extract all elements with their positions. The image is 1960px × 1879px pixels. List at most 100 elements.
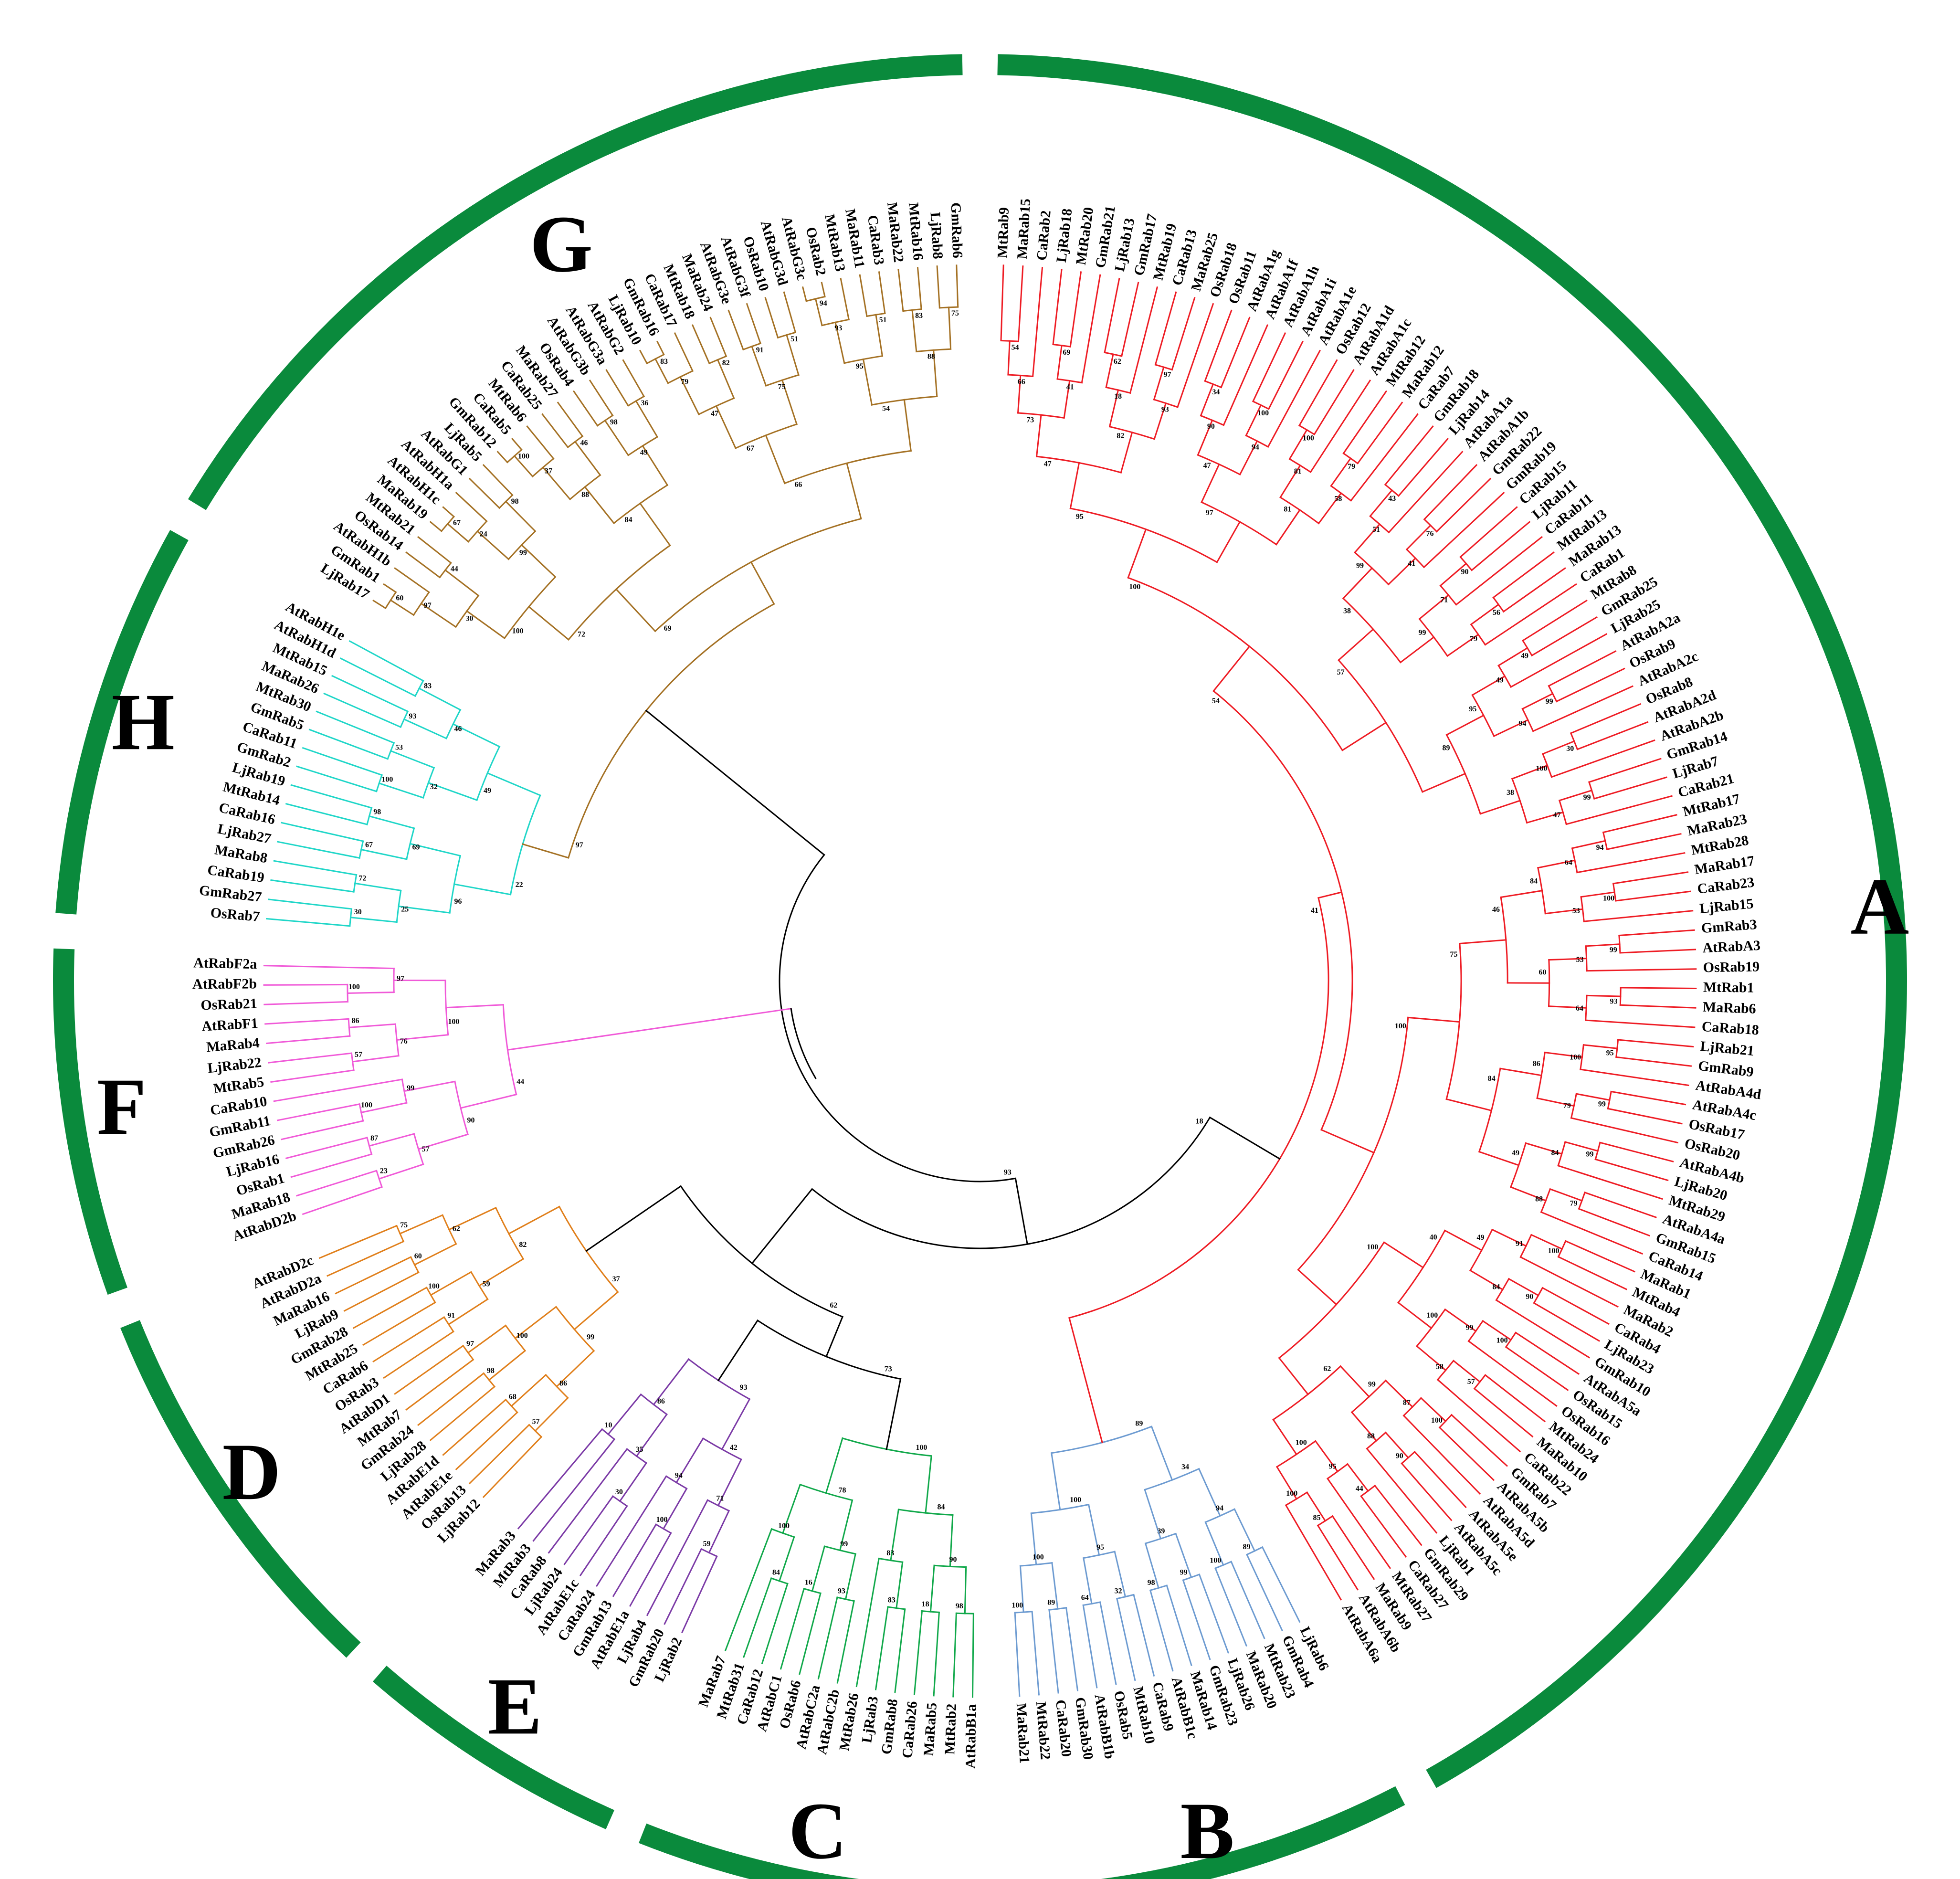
bootstrap-value: 99 <box>1180 1569 1188 1577</box>
bootstrap-value: 73 <box>1026 416 1034 424</box>
bootstrap-value: 99 <box>1356 561 1364 570</box>
branch-segment <box>1619 1004 1697 1009</box>
branch-segment <box>270 1069 355 1083</box>
branch-segment <box>351 1055 400 1063</box>
branch-segment <box>1612 871 1689 885</box>
branch-segment <box>266 918 351 927</box>
clade-band-a <box>997 54 1907 1788</box>
branch-segment <box>1576 721 1649 750</box>
branch-segment <box>1397 1301 1433 1330</box>
branch-segment <box>1444 1229 1483 1251</box>
bootstrap-value: 89 <box>1243 1543 1251 1551</box>
branch-segment <box>1397 438 1449 497</box>
branch-segment <box>1216 521 1241 563</box>
clade-label-d: D <box>222 1427 281 1517</box>
branch-segment <box>799 1592 822 1675</box>
branch-segment <box>1120 282 1139 357</box>
bootstrap-value: 94 <box>1216 1504 1223 1512</box>
branch-segment <box>396 1034 449 1041</box>
bootstrap-value: 100 <box>348 983 360 991</box>
bootstrap-value: 37 <box>612 1275 620 1283</box>
branch-segment <box>801 286 808 302</box>
bootstrap-value: 46 <box>454 725 462 733</box>
leaf-label: GmRab8 <box>878 1698 901 1755</box>
branch-segment <box>894 1608 906 1693</box>
branch-segment <box>1313 369 1355 435</box>
branch-segment <box>541 413 569 448</box>
bootstrap-value: 100 <box>428 1282 440 1290</box>
branch-segment <box>1610 1090 1686 1106</box>
bootstrap-value: 97 <box>1163 371 1171 379</box>
branch-segment <box>354 882 402 892</box>
leaf-label: LjRab22 <box>207 1055 262 1077</box>
branch-segment <box>1233 1508 1256 1552</box>
branch-segment <box>482 1436 543 1498</box>
branch-segment <box>855 1557 880 1688</box>
bootstrap-value: 37 <box>545 467 552 475</box>
bootstrap-value: 43 <box>1388 495 1396 503</box>
bootstrap-value: 100 <box>1303 434 1314 442</box>
branch-segment <box>911 309 917 353</box>
bootstrap-value: 24 <box>480 530 487 538</box>
branch-segment <box>727 309 744 351</box>
branch-segment <box>1584 1192 1657 1218</box>
branch-segment <box>1509 1186 1547 1202</box>
branch-segment <box>859 274 868 317</box>
branch-segment <box>875 314 884 357</box>
branch-segment <box>1153 402 1167 440</box>
bootstrap-value: 75 <box>400 1221 408 1229</box>
branch-segment <box>783 291 797 334</box>
bootstrap-value: 100 <box>1210 1557 1221 1565</box>
branch-segment <box>281 822 364 842</box>
branch-segment <box>302 1186 383 1215</box>
branch-segment <box>717 359 735 400</box>
branch-segment <box>1201 463 1220 503</box>
branch-segment <box>1588 758 1662 783</box>
bootstrap-value: 75 <box>1450 950 1457 959</box>
branch-segment <box>1619 949 1697 954</box>
leaf-label: MaRab21 <box>1013 1703 1033 1764</box>
branch-segment <box>1000 264 1004 341</box>
branch-segment <box>708 1510 730 1554</box>
branch-segment <box>1537 859 1576 869</box>
branch-segment <box>455 492 488 522</box>
branch-segment <box>542 466 571 500</box>
leaf-label: GmRab27 <box>198 882 263 905</box>
branch-segment <box>1499 1067 1542 1077</box>
bootstrap-value: 87 <box>370 1134 378 1142</box>
branch-segment <box>1017 265 1024 342</box>
bootstrap-value: 93 <box>740 1383 748 1392</box>
branch-segment <box>1557 1256 1627 1290</box>
bootstrap-value: 44 <box>516 1078 524 1086</box>
branch-segment <box>478 1258 525 1287</box>
branch-segment <box>1031 1611 1040 1696</box>
branch-segment <box>721 1398 751 1450</box>
branch-segment <box>903 399 912 452</box>
branch-segment <box>394 567 430 593</box>
branch-segment <box>1267 349 1321 448</box>
bootstrap-value: 72 <box>578 630 585 638</box>
bootstrap-value: 64 <box>1081 1594 1089 1602</box>
bootstrap-value: 87 <box>1403 1399 1411 1407</box>
bootstrap-value: 98 <box>956 1602 963 1610</box>
branch-segment <box>1374 1484 1423 1546</box>
branch-segment <box>290 1153 373 1178</box>
leaf-label: LjRab21 <box>1699 1038 1755 1059</box>
branch-segment <box>468 477 501 509</box>
branch-segment <box>1585 1019 1696 1028</box>
branch-segment <box>817 1596 838 1680</box>
branch-segment <box>1261 1546 1301 1623</box>
leaf-label: OsRab5 <box>1111 1689 1136 1741</box>
bootstrap-value: 18 <box>1196 1117 1203 1125</box>
branch-segment <box>1548 650 1617 687</box>
bootstrap-value: 82 <box>1117 432 1124 440</box>
branch-segment <box>811 1545 826 1592</box>
branch-segment <box>1510 633 1608 688</box>
bootstrap-value: 100 <box>1296 1439 1307 1447</box>
bootstrap-value: 90 <box>1526 1293 1533 1301</box>
branch-segment <box>1607 1108 1683 1125</box>
branch-segment <box>394 1344 464 1395</box>
branch-segment <box>506 1008 792 1051</box>
branch-segment <box>429 521 443 532</box>
branch-segment <box>913 1610 923 1695</box>
